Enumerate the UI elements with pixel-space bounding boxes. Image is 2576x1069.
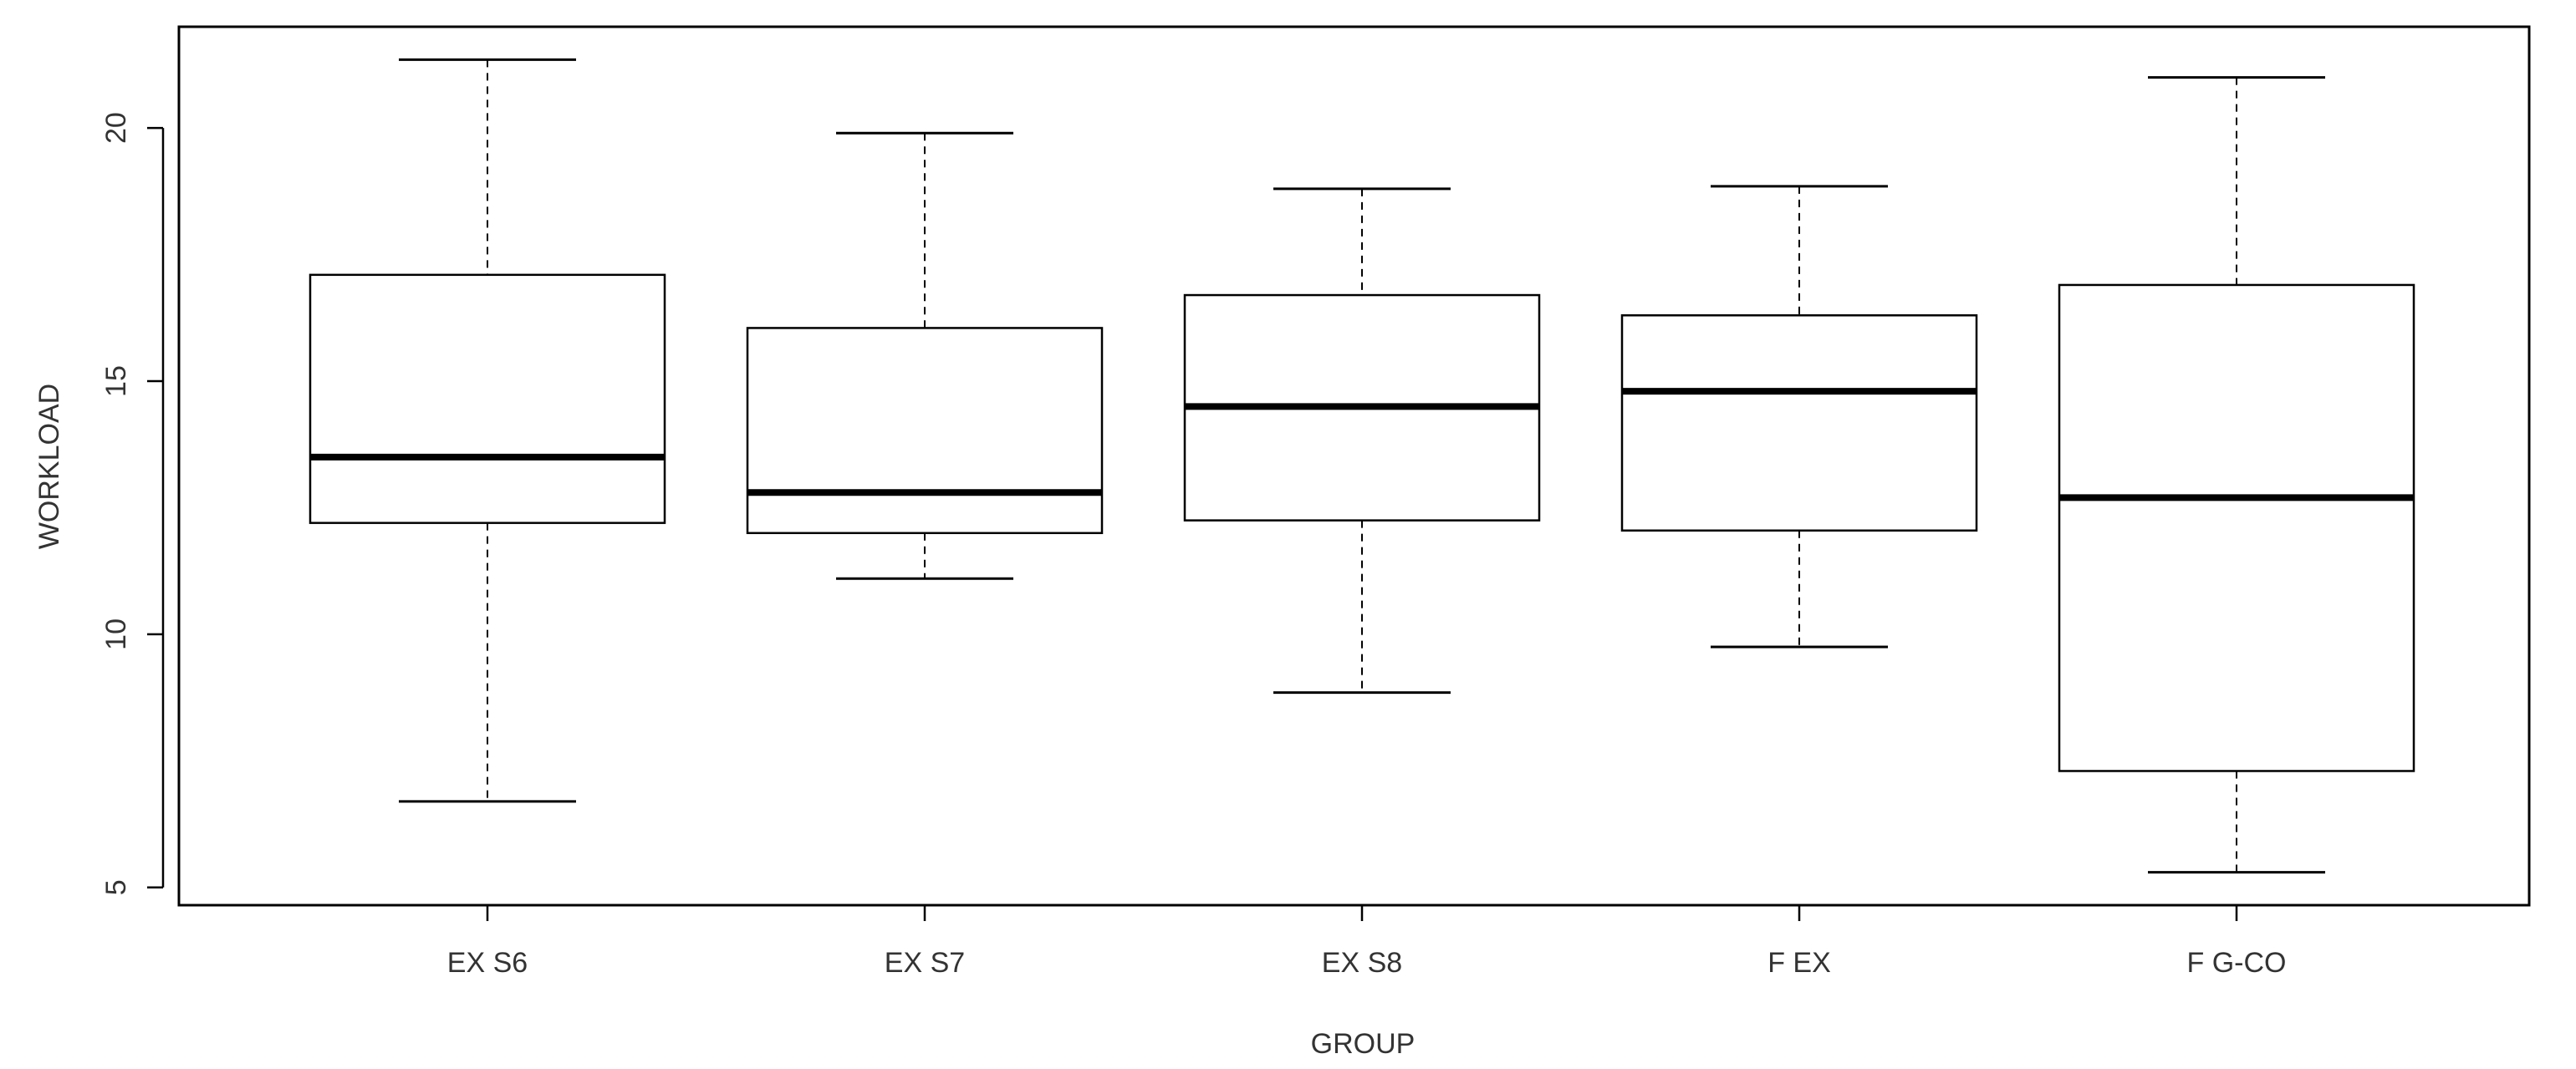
iqr-box [746,327,1104,535]
x-tick-label: F EX [1767,947,1831,979]
y-tick-label: 15 [100,365,132,397]
box-group [309,58,666,803]
iqr-box [2058,283,2415,772]
x-tick-label: EX S6 [447,947,528,979]
x-axis-title: GROUP [1311,1028,1416,1060]
y-axis: 5 10 15 20 [100,112,165,895]
iqr-box [309,273,666,524]
x-tick-label: EX S8 [1322,947,1402,979]
y-tick-label: 20 [100,112,132,144]
x-tick-label: F G-CO [2187,947,2287,979]
box-series [309,58,2415,874]
x-axis: EX S6 EX S7 EX S8 F EX F G-CO [447,904,2287,979]
box-group [746,131,1104,580]
box-group [1183,187,1541,695]
iqr-box [1620,314,1978,532]
y-tick-label: 5 [100,879,132,895]
y-tick-label: 10 [100,618,132,650]
box-group [1620,185,1978,649]
x-tick-label: EX S7 [885,947,965,979]
box-group [2058,76,2415,874]
y-axis-title: WORKLOAD [33,384,65,549]
